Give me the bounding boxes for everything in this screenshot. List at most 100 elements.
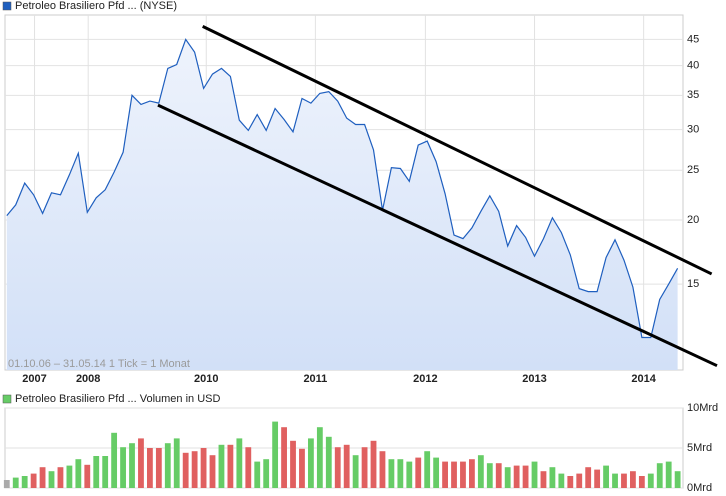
volume-bar — [93, 456, 100, 488]
legend-label: Petroleo Brasiliero Pfd ... Volumen in U… — [15, 393, 220, 405]
volume-bar — [656, 463, 663, 488]
volume-bar — [361, 447, 368, 488]
volume-bar — [531, 461, 538, 488]
volume-bar — [486, 463, 493, 488]
volume-bar — [146, 448, 153, 488]
y-tick-label: 40 — [687, 60, 699, 72]
volume-bar — [290, 440, 296, 488]
y-tick-label: 20 — [687, 214, 699, 226]
legend-swatch — [2, 394, 12, 404]
volume-bar — [594, 469, 601, 488]
volume-bar — [66, 465, 73, 488]
volume-bar — [316, 427, 323, 488]
volume-bar — [281, 427, 287, 488]
x-tick-label: 2008 — [76, 373, 100, 385]
volume-bar — [379, 451, 386, 488]
volume-bar — [460, 461, 466, 488]
volume-bar — [111, 432, 118, 488]
volume-bar — [585, 467, 592, 488]
volume-bar — [120, 447, 126, 488]
x-tick-label: 2007 — [22, 373, 46, 385]
volume-bar — [57, 467, 64, 488]
volume-bar — [388, 459, 395, 488]
volume-bar — [173, 438, 180, 488]
volume-bar — [272, 421, 279, 488]
x-tick-label: 2013 — [522, 373, 546, 385]
volume-bar — [469, 459, 475, 488]
volume-bar — [415, 457, 422, 488]
volume-bar — [21, 476, 28, 488]
volume-bar — [84, 464, 91, 488]
volume-bar — [200, 448, 207, 488]
volume-bar — [558, 473, 565, 488]
volume-bar — [540, 471, 547, 488]
y-tick-label: 35 — [687, 89, 699, 101]
volume-bar — [236, 438, 243, 488]
volume-bar — [522, 465, 529, 488]
volume-bar — [406, 461, 413, 488]
area-fill — [6, 39, 678, 371]
volume-bar — [227, 444, 234, 488]
volume-bar — [75, 459, 82, 488]
volume-bar — [325, 436, 332, 488]
volume-bar — [370, 440, 377, 488]
y-tick-label: 45 — [687, 33, 699, 45]
volume-bar — [245, 447, 252, 488]
volume-bar — [630, 471, 636, 488]
volume-bar — [155, 448, 162, 488]
volume-bar — [665, 461, 672, 488]
volume-bar — [397, 459, 404, 488]
x-tick-label: 2014 — [631, 373, 656, 385]
volume-bar — [263, 459, 270, 488]
volume-bar — [218, 444, 225, 488]
volume-bar — [567, 476, 574, 488]
volume-bar — [30, 473, 37, 488]
y-tick-label: 5Mrd — [687, 442, 712, 454]
trend-line — [202, 25, 713, 276]
volume-bar — [504, 467, 511, 488]
legend-label: Petroleo Brasiliero Pfd ... (NYSE) — [15, 0, 177, 12]
y-tick-label: 15 — [687, 278, 699, 290]
y-tick-label: 25 — [687, 164, 699, 176]
volume-bar — [495, 463, 502, 488]
volume-bar — [549, 467, 556, 488]
volume-bar — [39, 467, 46, 488]
volume-bar — [307, 438, 314, 488]
volume-bar — [621, 473, 627, 488]
volume-bar — [254, 461, 261, 488]
volume-bar — [209, 455, 216, 488]
volume-bar — [424, 451, 431, 488]
volume-bar — [138, 438, 144, 488]
volume-bar — [299, 448, 305, 488]
volume-bar — [182, 452, 189, 488]
y-tick-label: 10Mrd — [687, 402, 718, 414]
volume-bar — [647, 473, 654, 488]
volume-bar — [352, 455, 359, 488]
x-tick-label: 2011 — [303, 373, 327, 385]
volume-bar — [612, 473, 618, 488]
price-line — [6, 38, 679, 339]
volume-bar — [603, 465, 609, 488]
volume-bar — [191, 451, 198, 488]
volume-bar — [433, 457, 440, 488]
volume-bar — [442, 461, 448, 488]
volume-bar — [3, 480, 10, 488]
y-tick-label: 0Mrd — [687, 482, 712, 494]
volume-bar — [343, 444, 350, 488]
trend-line — [157, 103, 718, 368]
volume-bar — [451, 461, 457, 488]
volume-bar — [164, 443, 171, 488]
x-tick-label: 2010 — [194, 373, 218, 385]
y-tick-label: 30 — [687, 124, 699, 136]
volume-bar — [513, 465, 520, 488]
volume-bar — [12, 477, 19, 488]
legend-swatch — [2, 1, 12, 11]
date-range-note: 01.10.06 – 31.05.14 1 Tick = 1 Monat — [8, 358, 190, 370]
volume-bar — [334, 447, 341, 488]
volume-bar — [102, 456, 109, 488]
volume-bar — [674, 471, 681, 488]
volume-bar — [129, 443, 135, 488]
volume-bar — [576, 473, 583, 488]
volume-bar — [638, 476, 645, 488]
